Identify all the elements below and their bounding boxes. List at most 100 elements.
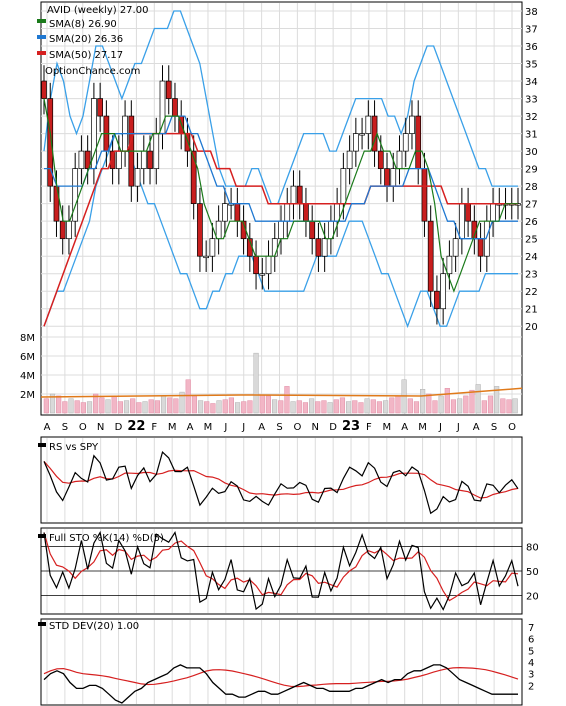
candle-body xyxy=(290,185,297,205)
candle-body xyxy=(165,80,172,99)
x-tick-label: O xyxy=(293,422,301,433)
volume-bar xyxy=(364,398,370,414)
candle-body xyxy=(415,115,422,169)
volume-bar xyxy=(321,400,327,414)
candle-body xyxy=(334,203,340,222)
candle-body xyxy=(190,150,197,205)
price-tick-label: 20 xyxy=(525,322,538,333)
volume-bar xyxy=(383,400,389,414)
volume-bar xyxy=(197,400,204,414)
legend-sma50: SMA(50) 27.17 xyxy=(37,50,123,61)
x-tick-label: F xyxy=(366,422,372,433)
candle-body xyxy=(315,238,322,257)
candle-body xyxy=(134,168,141,187)
std-grid xyxy=(46,620,513,704)
volume-bar xyxy=(234,402,241,414)
volume-bar xyxy=(111,395,117,414)
candle-body xyxy=(66,220,72,240)
volume-bar xyxy=(426,393,432,414)
sto-tick-label: 50 xyxy=(526,567,539,578)
volume-bar xyxy=(296,400,302,414)
rs-line xyxy=(43,450,519,515)
volume-bar xyxy=(216,400,222,414)
candle-body xyxy=(452,238,459,257)
volume-bar xyxy=(395,395,401,414)
std-panel-frame xyxy=(40,618,523,706)
volume-bar xyxy=(481,400,487,414)
volume-bar xyxy=(253,352,259,414)
candle-body xyxy=(140,150,147,169)
legend-sma8-label: SMA(8) 26.90 xyxy=(49,19,117,30)
x-tick-label: M xyxy=(204,422,213,433)
sto-tick-label: 80 xyxy=(526,542,539,553)
price-tick-label: 36 xyxy=(525,42,538,53)
x-tick-label: S xyxy=(491,422,497,433)
price-tick-label: 30 xyxy=(525,147,538,158)
candle-body xyxy=(446,255,453,275)
candle-body xyxy=(97,98,103,117)
volume-bar xyxy=(469,389,475,414)
volume-bar xyxy=(154,400,160,414)
candle-body xyxy=(234,203,241,222)
volume-bar xyxy=(93,393,99,414)
x-tick-label: M xyxy=(382,422,391,433)
volume-bar xyxy=(432,400,438,414)
candle-body xyxy=(396,150,403,169)
price-tick-label: 33 xyxy=(525,95,538,106)
volume-tick-label: 6M xyxy=(20,352,35,363)
x-tick-label: A xyxy=(473,422,480,433)
volume-bar xyxy=(370,399,376,414)
candle-body xyxy=(321,238,328,257)
volume-bar xyxy=(358,402,364,414)
volume-bar xyxy=(284,386,290,414)
volume-bar xyxy=(123,400,130,414)
volume-bar xyxy=(105,399,111,414)
candle-body xyxy=(340,168,347,205)
x-tick-label: J xyxy=(456,422,460,433)
watermark: OptionChance.com xyxy=(45,66,140,77)
volume-bar xyxy=(222,399,228,414)
x-tick-label: J xyxy=(438,422,442,433)
volume-bar xyxy=(173,398,179,414)
candle-body xyxy=(259,273,266,276)
candle-body xyxy=(253,255,259,275)
volume-bar xyxy=(327,402,333,414)
candle-body xyxy=(390,168,397,187)
std-tick-label: 5 xyxy=(528,646,534,657)
std-tick-label: 2 xyxy=(528,681,534,692)
x-tick-label: N xyxy=(97,422,104,433)
volume-bar xyxy=(315,401,321,414)
volume-bar xyxy=(457,398,463,414)
x-tick-label: M xyxy=(418,422,427,433)
candle-body xyxy=(465,203,471,222)
rs-grid xyxy=(46,438,513,522)
volume-bar xyxy=(271,399,278,414)
volume-bar xyxy=(265,395,271,414)
legend-sma20-label: SMA(20) 26.36 xyxy=(49,34,123,45)
candle-body xyxy=(203,255,210,259)
price-tick-label: 27 xyxy=(525,200,538,211)
x-tick-label: 23 xyxy=(342,419,360,434)
legend-sma8: SMA(8) 26.90 xyxy=(37,19,117,30)
volume-bar xyxy=(117,401,123,414)
volume-bar xyxy=(420,389,426,414)
legend-sma20: SMA(20) 26.36 xyxy=(37,34,123,45)
volume-bar xyxy=(512,398,518,414)
price-tick-label: 21 xyxy=(525,305,538,316)
volume-bar xyxy=(130,398,136,414)
candle-body xyxy=(115,150,122,169)
volume-bar xyxy=(142,401,148,414)
candle-body xyxy=(477,238,484,257)
candle-body xyxy=(377,150,384,169)
volume-bar xyxy=(389,397,395,414)
volume-tick-label: 4M xyxy=(20,371,35,382)
sma20-line xyxy=(44,115,518,240)
x-tick-label: A xyxy=(44,422,51,433)
price-tick-label: 29 xyxy=(525,165,538,176)
x-tick-label: 22 xyxy=(127,419,145,434)
volume-tick-label: 8M xyxy=(20,333,35,344)
volume-bar xyxy=(290,401,296,414)
volume-bar xyxy=(444,388,450,414)
candle-body xyxy=(265,255,272,275)
